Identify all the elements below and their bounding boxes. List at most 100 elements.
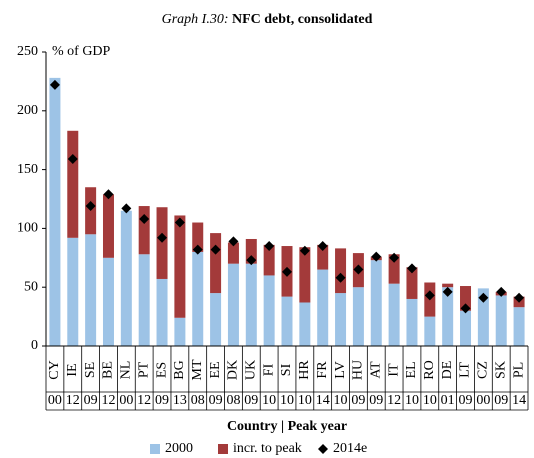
marker: [442, 286, 453, 297]
bar: [352, 287, 364, 346]
x-tick-label: HU: [351, 360, 366, 380]
marker: [406, 263, 417, 274]
marker: [282, 266, 292, 277]
bar: [299, 247, 311, 303]
bar: [245, 238, 257, 264]
peak-year-label: 12: [101, 393, 115, 408]
legend-label: incr. to peak: [233, 441, 302, 456]
marker: [49, 79, 60, 90]
marker: [174, 217, 185, 228]
marker: [424, 290, 435, 301]
legend-label: 2014e: [333, 441, 367, 456]
peak-year-label: 14: [316, 393, 330, 408]
legend-swatch: [150, 444, 160, 454]
y-tick-label: 50: [24, 279, 38, 294]
x-tick-label: BE: [101, 361, 116, 379]
bar: [49, 77, 61, 346]
bar: [120, 210, 132, 346]
bar: [210, 233, 222, 294]
x-tick-label: LT: [458, 362, 473, 378]
x-tick-label: LV: [333, 361, 348, 378]
marker: [460, 303, 471, 314]
marker: [335, 272, 346, 283]
x-tick-label: PL: [511, 362, 526, 378]
peak-year-label: 12: [387, 393, 401, 408]
bar: [67, 237, 79, 346]
peak-year-label: 09: [84, 393, 98, 408]
x-tick-label: IE: [65, 363, 80, 376]
x-tick-label: CZ: [476, 361, 491, 379]
marker: [192, 244, 203, 255]
x-tick-label: FI: [261, 363, 276, 376]
peak-year-label: 12: [137, 393, 151, 408]
marker: [353, 264, 364, 275]
x-tick-label: SI: [279, 363, 294, 376]
x-tick-label: SE: [83, 362, 98, 378]
y-tick-label: 150: [17, 162, 38, 177]
bar: [156, 207, 168, 279]
peak-year-label: 09: [369, 393, 383, 408]
bar: [263, 275, 275, 346]
marker: [299, 245, 310, 256]
x-tick-label: HR: [297, 360, 312, 380]
x-tick-label: EE: [208, 361, 223, 378]
bar: [67, 130, 79, 238]
peak-year-label: 14: [512, 393, 526, 408]
bar: [227, 263, 239, 346]
x-tick-label: SK: [493, 361, 508, 379]
bar: [85, 234, 97, 346]
bar: [299, 302, 311, 346]
peak-year-label: 13: [173, 393, 187, 408]
legend-swatch: [218, 444, 228, 454]
bar: [513, 307, 525, 346]
bar: [495, 295, 507, 346]
x-tick-label: ES: [154, 362, 169, 378]
title-main: NFC debt, consolidated: [232, 12, 373, 27]
bar: [477, 288, 489, 346]
x-tick-label: RO: [422, 360, 437, 379]
bar: [460, 310, 472, 346]
bar: [442, 283, 454, 288]
x-tick-label: CY: [47, 360, 62, 379]
x-tick-label: DK: [226, 360, 241, 380]
peak-year-label: 10: [334, 393, 348, 408]
bar: [370, 260, 382, 346]
marker: [157, 232, 168, 243]
x-tick-label: FR: [315, 361, 330, 379]
marker: [514, 292, 525, 303]
bar: [210, 293, 222, 346]
marker: [210, 244, 221, 255]
bar: [460, 286, 472, 311]
marker: [496, 286, 507, 297]
marker: [228, 236, 239, 247]
x-tick-label: MT: [190, 359, 205, 380]
bar: [138, 206, 150, 255]
marker: [246, 255, 257, 266]
y-axis-label: % of GDP: [52, 44, 111, 59]
x-tick-label: UK: [244, 360, 259, 380]
bar: [174, 317, 186, 346]
x-tick-label: EL: [404, 361, 419, 378]
bar: [317, 269, 329, 346]
peak-year-label: 12: [66, 393, 80, 408]
peak-year-label: 09: [494, 393, 508, 408]
bar: [424, 316, 436, 346]
bar: [442, 287, 454, 346]
chart-title: Graph I.30: NFC debt, consolidated: [162, 12, 373, 27]
x-tick-label: IT: [386, 363, 401, 377]
peak-year-label: 08: [226, 393, 240, 408]
marker: [67, 154, 78, 165]
peak-year-label: 10: [280, 393, 294, 408]
bar: [335, 248, 347, 294]
peak-year-label: 08: [191, 393, 205, 408]
marker: [389, 252, 400, 263]
bar: [281, 296, 293, 346]
bar: [388, 283, 400, 346]
bar: [388, 254, 400, 284]
x-tick-label: DE: [440, 361, 455, 380]
y-tick-label: 100: [17, 221, 38, 236]
marker: [103, 189, 114, 200]
peak-year-label: 00: [476, 393, 490, 408]
bar: [156, 278, 168, 346]
